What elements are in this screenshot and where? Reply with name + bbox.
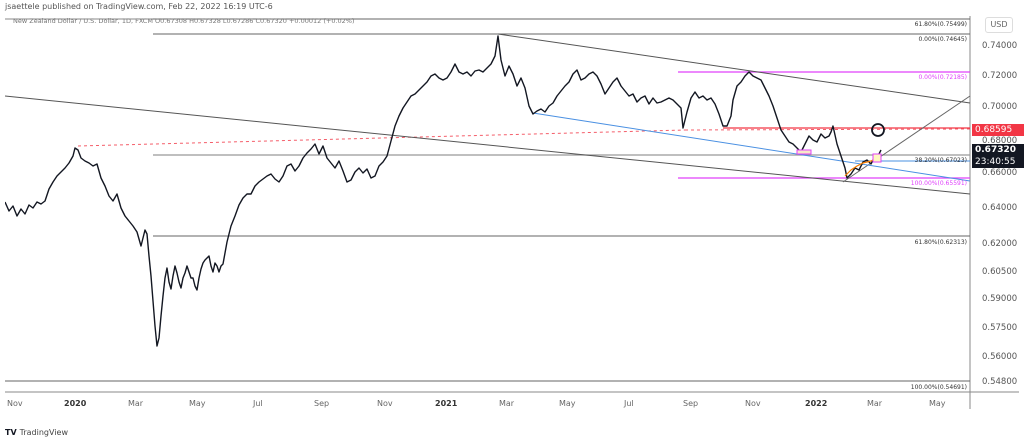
alert-price-tag: 0.68595 (972, 124, 1024, 136)
fib-label-2: 0.00%(0.74645) (918, 36, 967, 43)
price-series (5, 35, 882, 347)
support-curve[interactable] (844, 157, 878, 177)
tradingview-brand: TradingView (19, 428, 68, 437)
blue-trendline[interactable] (532, 112, 971, 182)
price-tick: 0.59000 (982, 294, 1017, 304)
currency-button[interactable]: USD (985, 17, 1013, 33)
price-chart[interactable]: 61.80%(0.75499) 0.00%(0.74645) 0.00%(0.7… (5, 16, 1019, 411)
price-tick: 0.70000 (982, 102, 1017, 112)
time-tick: Nov (377, 399, 393, 408)
tradingview-logo[interactable]: TV TradingView (5, 428, 68, 437)
fib-label-4: 38.20%(0.67023) (915, 157, 967, 164)
time-tick: Nov (7, 399, 23, 408)
time-tick: Mar (867, 399, 883, 408)
time-axis[interactable]: Nov 2020 Mar May Jul Sep Nov 2021 Mar Ma… (7, 399, 946, 408)
last-price-tag: 0.67320 23:40:55 (972, 144, 1024, 168)
price-tick: 0.54800 (982, 377, 1017, 387)
price-tick: 0.66000 (982, 168, 1017, 178)
time-tick: May (559, 399, 576, 408)
channel-lower-trendline[interactable] (5, 95, 971, 195)
price-tick: 0.68000 (982, 136, 1017, 146)
time-tick: 2021 (435, 399, 458, 408)
time-tick: Sep (683, 399, 698, 408)
fib-label-6: 61.80%(0.62313) (915, 239, 967, 246)
chart-area[interactable]: 61.80%(0.75499) 0.00%(0.74645) 0.00%(0.7… (5, 16, 1019, 411)
rising-trendline[interactable] (842, 95, 971, 183)
target-circle[interactable] (871, 123, 885, 137)
price-tick: 0.64000 (982, 203, 1017, 213)
red-dashed-trendline[interactable] (77, 129, 686, 147)
time-tick: Nov (745, 399, 761, 408)
bar-countdown: 23:40:55 (975, 157, 1016, 167)
price-tick: 0.56000 (982, 352, 1017, 362)
time-tick: 2020 (64, 399, 87, 408)
fib-label-1: 61.80%(0.75499) (915, 21, 967, 28)
time-tick: Mar (128, 399, 144, 408)
time-tick: Mar (499, 399, 515, 408)
time-tick: 2022 (805, 399, 827, 408)
magenta-box-dec[interactable] (796, 149, 812, 155)
price-tick: 0.72000 (982, 71, 1017, 81)
time-tick: May (189, 399, 206, 408)
price-tick: 0.74000 (982, 41, 1017, 51)
price-tick: 0.57500 (982, 323, 1017, 333)
last-price: 0.67320 (975, 145, 1016, 155)
time-tick: Sep (314, 399, 329, 408)
fib-label-7: 100.00%(0.54691) (911, 384, 967, 391)
fib-label-3: 0.00%(0.72185) (918, 74, 967, 81)
price-tick: 0.60500 (982, 267, 1017, 277)
time-tick: May (929, 399, 946, 408)
fib-label-5: 100.00%(0.65591) (911, 180, 967, 187)
publish-info: jsaettele published on TradingView.com, … (5, 2, 273, 11)
tradingview-logo-icon: TV (5, 428, 17, 437)
price-axis[interactable]: 0.74000 0.72000 0.70000 0.68000 0.66000 … (982, 41, 1017, 387)
magenta-box-current[interactable] (872, 153, 882, 163)
price-tick: 0.62000 (982, 239, 1017, 249)
time-tick: Jul (623, 399, 634, 408)
time-tick: Jul (252, 399, 263, 408)
symbol-legend[interactable]: New Zealand Dollar / U.S. Dollar, 1D, FX… (13, 17, 355, 25)
channel-upper-trendline[interactable] (497, 33, 971, 104)
